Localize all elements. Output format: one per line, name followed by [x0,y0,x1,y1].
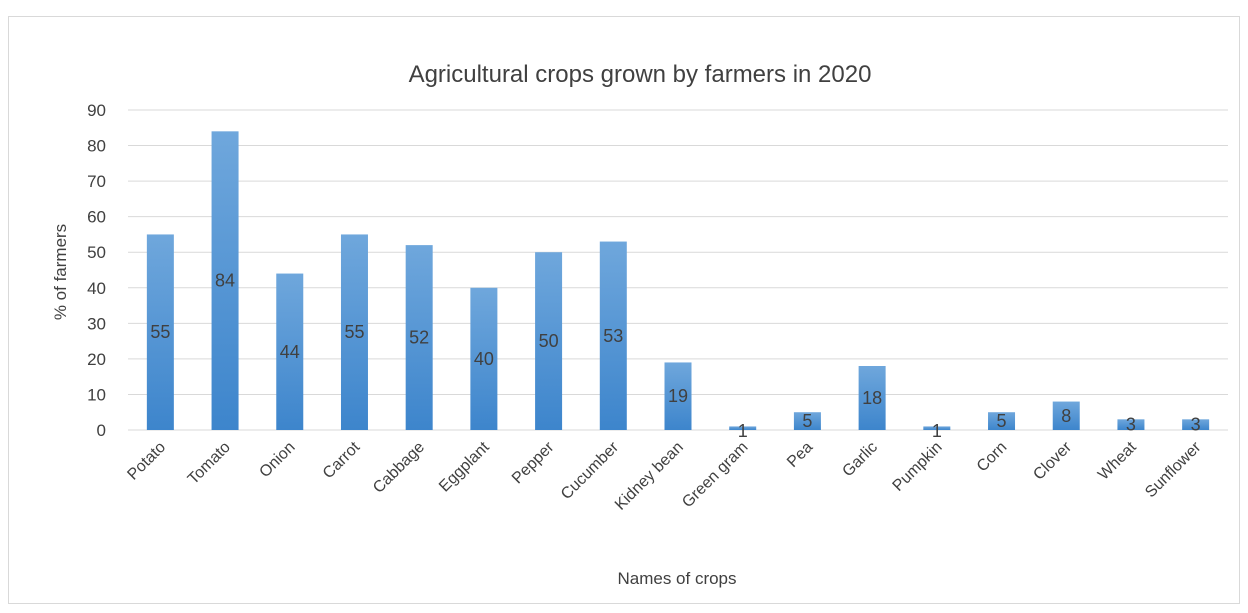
x-tick-label: Sunflower [1142,438,1205,501]
x-tick-label: Tomato [185,439,234,488]
bar [211,131,239,431]
data-labels: 55 84 44 55 52 40 50 53 19 1 5 18 1 5 8 3 3 [150,271,1200,441]
y-tick-label: 50 [87,243,106,262]
data-label: 50 [539,331,559,351]
data-label: 8 [1061,406,1071,426]
data-label: 1 [932,421,942,441]
x-tick-label: Pepper [509,438,558,487]
data-label: 55 [150,322,170,342]
x-tick-label: Pumpkin [890,439,946,495]
x-tick-label: Pea [784,439,816,471]
data-label: 55 [344,322,364,342]
data-label: 44 [280,342,300,362]
x-tick-label: Cabbage [370,439,428,497]
x-axis-ticks: Potato Tomato Onion Carrot Cabbage Eggplant Pe… [124,438,1204,513]
data-label: 84 [215,271,235,291]
bar [1182,419,1210,430]
bar [1117,419,1145,430]
x-tick-label: Carrot [320,438,364,482]
bar [729,426,757,430]
y-axis-title: % of farmers [51,224,70,320]
x-tick-label: Clover [1030,438,1075,483]
bar [340,234,368,430]
x-tick-label: Garlic [839,439,881,481]
x-tick-label: Potato [124,439,169,484]
y-axis-ticks: 0 10 20 30 40 50 60 70 80 90 [87,101,106,440]
x-tick-label: Wheat [1095,438,1140,483]
bar [1052,401,1080,430]
x-tick-label: Eggplant [436,438,493,495]
gridlines [128,109,1228,431]
x-tick-label: Green gram [679,439,751,511]
data-label: 3 [1191,415,1201,435]
data-label: 19 [668,386,688,406]
bar [599,241,627,430]
bar [923,426,951,430]
x-axis-title: Names of crops [617,569,736,588]
y-tick-label: 70 [87,172,106,191]
chart-title: Agricultural crops grown by farmers in 2… [409,61,872,88]
data-label: 5 [802,411,812,431]
bar [405,245,433,430]
x-tick-label: Onion [256,439,298,481]
data-label: 18 [862,388,882,408]
bar [664,362,692,430]
y-tick-label: 40 [87,279,106,298]
data-label: 5 [997,411,1007,431]
y-tick-label: 80 [87,137,106,156]
bar [535,252,563,430]
data-label: 3 [1126,415,1136,435]
bar [276,273,304,430]
y-tick-label: 0 [97,421,106,440]
data-label: 40 [474,349,494,369]
x-tick-label: Kidney bean [612,439,687,514]
data-label: 1 [738,421,748,441]
x-tick-label: Cucumber [558,438,623,503]
bar [793,412,821,430]
bar [858,366,886,430]
y-tick-label: 30 [87,314,106,333]
bar [988,412,1016,430]
y-tick-label: 90 [87,101,106,120]
y-tick-label: 60 [87,208,106,227]
bar [470,287,498,430]
y-tick-label: 10 [87,385,106,404]
y-tick-label: 20 [87,350,106,369]
x-tick-label: Corn [974,439,1011,476]
bar [146,234,174,430]
data-label: 52 [409,328,429,348]
data-label: 53 [603,326,623,346]
bars [146,131,1210,431]
